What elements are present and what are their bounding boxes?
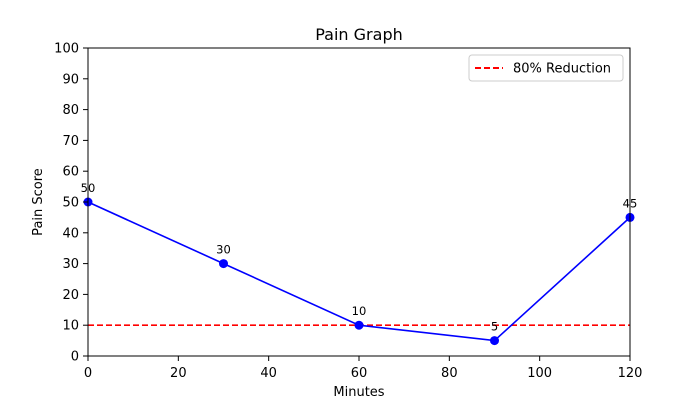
y-axis: 0 10 20 30 40 50 60 70 80 90 100: [54, 42, 88, 365]
y-tick-label: 40: [62, 226, 79, 241]
y-tick-label: 60: [62, 165, 79, 180]
data-label: 5: [491, 320, 498, 334]
legend: 80% Reduction: [468, 54, 624, 82]
y-tick-label: 100: [54, 42, 79, 57]
y-tick-label: 0: [71, 350, 79, 365]
x-tick-label: 60: [351, 366, 368, 381]
x-tick-label: 0: [84, 366, 92, 381]
series-line: [87, 201, 631, 342]
data-label: 10: [352, 304, 367, 318]
x-tick-label: 20: [170, 366, 187, 381]
y-tick-label: 70: [62, 134, 79, 149]
y-tick-label: 20: [62, 288, 79, 303]
chart-title: Pain Graph: [315, 25, 402, 44]
legend-label-reduction: 80% Reduction: [513, 62, 611, 77]
data-point: [354, 320, 364, 330]
y-tick-label: 90: [62, 72, 79, 87]
x-tick-label: 120: [618, 366, 643, 381]
y-tick-label: 50: [62, 196, 79, 211]
data-point: [219, 259, 228, 269]
legend-box: [468, 54, 624, 82]
x-tick-label: 100: [527, 366, 552, 381]
y-tick-label: 10: [62, 319, 79, 334]
y-tick-label: 30: [62, 257, 79, 272]
data-label: 30: [216, 243, 231, 257]
y-tick-label: 80: [62, 103, 79, 118]
y-axis-title: Pain Score: [31, 168, 46, 236]
x-axis-title: Minutes: [333, 385, 384, 400]
x-axis: 0 20 40 60 80 100 120: [84, 356, 643, 381]
x-tick-label: 80: [441, 366, 458, 381]
x-tick-label: 40: [260, 366, 277, 381]
data-point: [490, 336, 499, 346]
